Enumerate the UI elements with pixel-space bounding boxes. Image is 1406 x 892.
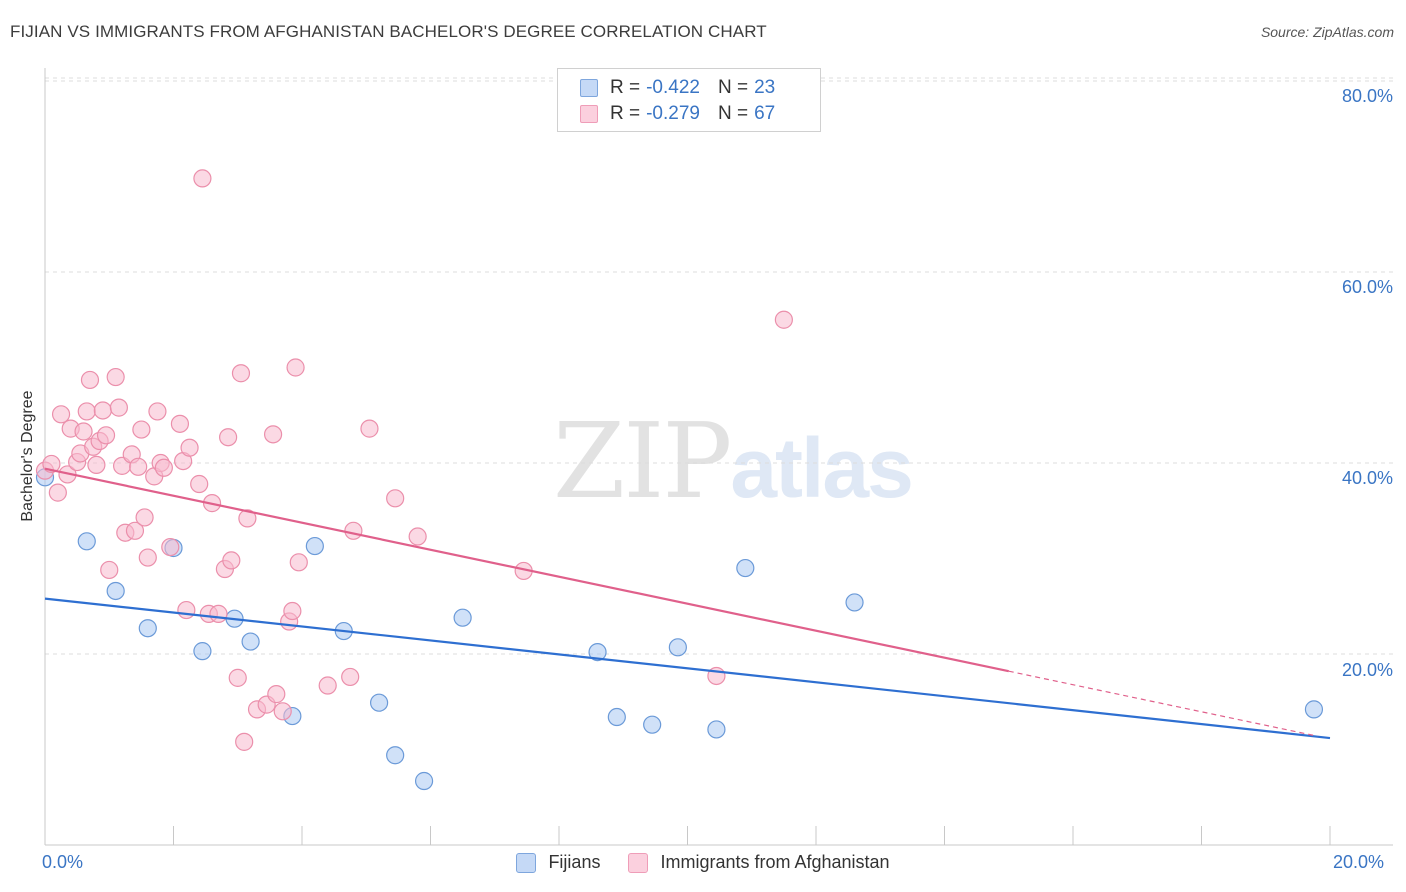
point-afghanistan-54	[283, 601, 302, 621]
legend-swatch-afghanistan	[628, 852, 649, 873]
point-afghanistan-22	[125, 521, 145, 540]
legend-item-afghanistan[interactable]: Immigrants from Afghanistan	[628, 852, 890, 873]
r-value: -0.422	[646, 77, 700, 98]
legend-label-afghanistan: Immigrants from Afghanistan	[660, 852, 890, 872]
point-afghanistan-62	[408, 527, 427, 546]
point-afghanistan-56	[289, 553, 308, 572]
point-fijians-9	[305, 536, 324, 556]
point-afghanistan-15	[96, 426, 116, 445]
point-afghanistan-44	[228, 668, 247, 687]
point-afghanistan-37	[193, 169, 212, 188]
swatch-afghanistan	[580, 105, 598, 123]
watermark-zip: ZIP	[553, 400, 732, 522]
x-tick-label-0: 0.0%	[42, 852, 84, 872]
y-tick-label-40: 40.0%	[1341, 468, 1393, 488]
point-afghanistan-52	[273, 702, 292, 721]
legend-item-fijians[interactable]: Fijians	[516, 852, 600, 873]
point-afghanistan-18	[109, 398, 128, 417]
legend-swatch-fijians	[516, 852, 537, 873]
point-fijians-18	[668, 638, 687, 657]
point-afghanistan-55	[286, 358, 305, 377]
r-value: -0.279	[646, 103, 700, 124]
n-label: N =	[717, 77, 749, 98]
swatch-fijians	[580, 79, 598, 97]
point-afghanistan-65	[774, 310, 793, 329]
y-tick-label-20: 20.0%	[1341, 660, 1393, 680]
point-fijians-15	[588, 642, 607, 662]
trend-line-fijians	[44, 597, 1331, 740]
point-fijians-12	[386, 746, 405, 765]
point-fijians-13	[414, 771, 434, 791]
y-tick-label-80: 80.0%	[1341, 86, 1393, 106]
point-afghanistan-45	[231, 364, 251, 383]
point-afghanistan-31	[161, 537, 180, 557]
series-legend: Fijians Immigrants from Afghanistan	[0, 852, 1406, 873]
point-afghanistan-40	[209, 604, 228, 623]
point-fijians-11	[370, 693, 389, 712]
point-afghanistan-12	[87, 455, 106, 475]
point-fijians-22	[1304, 700, 1324, 719]
source-credit: Source: ZipAtlas.com	[1260, 24, 1394, 40]
x-tick-label-20: 20.0%	[1333, 852, 1385, 872]
point-afghanistan-47	[238, 509, 257, 528]
point-afghanistan-36	[190, 474, 209, 494]
point-afghanistan-2	[48, 483, 67, 502]
point-fijians-3	[138, 619, 157, 638]
point-fijians-14	[453, 608, 472, 627]
point-afghanistan-32	[170, 414, 190, 433]
trend-line-afghanistan	[44, 467, 1009, 673]
point-afghanistan-30	[154, 458, 173, 477]
point-afghanistan-42	[219, 428, 238, 447]
point-afghanistan-60	[360, 419, 379, 438]
stats-legend: R = -0.422 N = 23 R = -0.279 N = 67	[557, 68, 821, 132]
point-afghanistan-8	[74, 422, 93, 441]
watermark: ZIPatlas	[553, 400, 914, 522]
point-afghanistan-50	[263, 425, 283, 444]
stats-row-afghanistan: R = -0.279 N = 67	[580, 103, 793, 125]
point-afghanistan-10	[80, 370, 100, 390]
point-afghanistan-26	[138, 548, 157, 567]
point-afghanistan-3	[51, 405, 71, 424]
point-fijians-1	[77, 532, 96, 551]
n-value: 23	[754, 77, 776, 98]
point-afghanistan-46	[235, 732, 254, 751]
point-afghanistan-16	[100, 560, 119, 580]
point-afghanistan-25	[135, 508, 154, 527]
watermark-atlas: atlas	[730, 421, 913, 515]
stats-row-fijians: R = -0.422 N = 23	[580, 77, 793, 99]
point-afghanistan-51	[267, 685, 286, 704]
point-fijians-20	[736, 558, 755, 578]
point-afghanistan-14	[93, 401, 112, 420]
y-tick-label-60: 60.0%	[1341, 277, 1393, 297]
point-afghanistan-57	[318, 676, 337, 695]
y-axis-label: Bachelor's Degree	[19, 390, 36, 522]
r-label: R =	[610, 77, 641, 98]
point-afghanistan-17	[106, 367, 125, 387]
point-afghanistan-9	[77, 402, 96, 421]
chart-title: FIJIAN VS IMMIGRANTS FROM AFGHANISTAN BA…	[10, 22, 767, 41]
point-fijians-17	[643, 715, 662, 734]
point-fijians-16	[607, 707, 626, 727]
point-fijians-7	[241, 632, 260, 651]
point-afghanistan-61	[386, 489, 405, 508]
point-fijians-21	[845, 593, 864, 612]
n-label: N =	[717, 103, 749, 124]
point-afghanistan-28	[148, 402, 167, 421]
n-value: 67	[754, 103, 776, 124]
point-afghanistan-24	[132, 420, 151, 439]
point-afghanistan-43	[222, 551, 241, 570]
point-afghanistan-34	[177, 600, 196, 620]
point-afghanistan-59	[344, 521, 363, 540]
point-fijians-2	[106, 581, 125, 601]
r-label: R =	[610, 103, 641, 124]
legend-label-fijians: Fijians	[548, 852, 601, 872]
trend-extension-afghanistan	[1008, 670, 1318, 737]
point-fijians-5	[193, 642, 212, 661]
point-fijians-19	[707, 720, 726, 739]
point-afghanistan-23	[129, 457, 148, 476]
point-afghanistan-35	[180, 438, 199, 457]
point-afghanistan-58	[341, 667, 360, 687]
